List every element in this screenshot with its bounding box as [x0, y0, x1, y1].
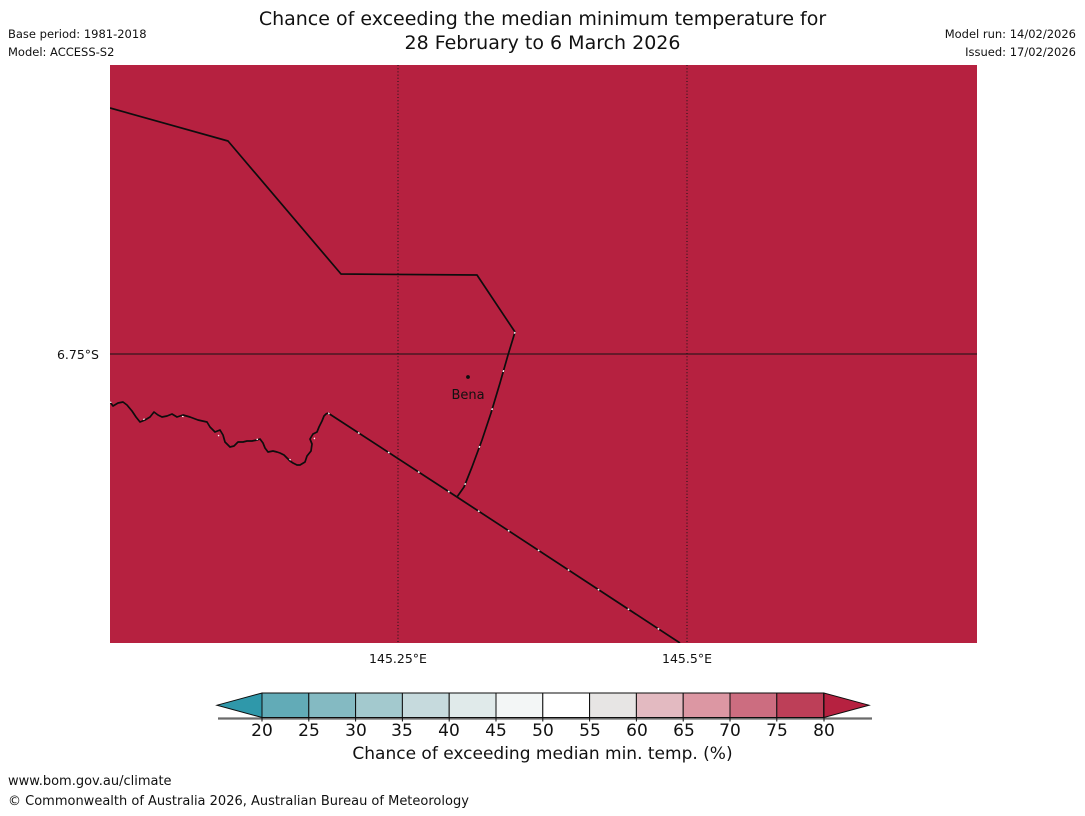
- colorbar-title: Chance of exceeding median min. temp. (%…: [352, 744, 733, 764]
- model-text: Model: ACCESS-S2: [8, 45, 115, 59]
- colorbar-tick-label: 30: [345, 721, 367, 741]
- footer-copyright: © Commonwealth of Australia 2026, Austra…: [8, 794, 469, 809]
- colorbar-tick-label: 55: [579, 721, 601, 741]
- model-run-text: Model run: 14/02/2026: [944, 27, 1076, 41]
- colorbar-segments: [261, 692, 825, 718]
- footer-url: www.bom.gov.au/climate: [8, 774, 172, 789]
- colorbar-tick-label: 35: [391, 721, 413, 741]
- river-line-dashes: [110, 401, 329, 466]
- boundary-line-north: [110, 107, 516, 333]
- colorbar-tick-label: 45: [485, 721, 507, 741]
- colorbar-segment: [682, 692, 731, 718]
- colorbar-tick-label: 60: [626, 721, 648, 741]
- probability-map: Bena: [110, 65, 977, 643]
- colorbar-tick-label: 75: [766, 721, 788, 741]
- colorbar-right-arrow: [823, 692, 871, 719]
- colorbar-segment: [401, 692, 450, 718]
- colorbar: [215, 692, 872, 722]
- page-title-line2: 28 February to 6 March 2026: [404, 32, 681, 54]
- lon-axis-label-2: 145.5°E: [662, 651, 712, 666]
- colorbar-tick-label: 65: [673, 721, 695, 741]
- boundary-line-mid-dashes: [456, 331, 516, 498]
- colorbar-segment: [261, 692, 310, 718]
- colorbar-tick-label: 40: [438, 721, 460, 741]
- colorbar-tick-marks: [261, 717, 825, 722]
- colorbar-segment: [308, 692, 357, 718]
- colorbar-segment: [542, 692, 591, 718]
- colorbar-segment: [776, 692, 825, 718]
- lon-axis-label-1: 145.25°E: [369, 651, 427, 666]
- boundary-line-mid: [456, 331, 516, 498]
- colorbar-segment: [635, 692, 684, 718]
- colorbar-left-arrow: [215, 692, 263, 719]
- colorbar-segment: [589, 692, 637, 718]
- map-overlay-graphics: [110, 65, 977, 643]
- river-line: [110, 401, 329, 466]
- base-period-text: Base period: 1981-2018: [8, 27, 147, 41]
- issued-text: Issued: 17/02/2026: [965, 45, 1076, 59]
- town-marker-bena: [466, 375, 470, 379]
- colorbar-segment: [729, 692, 778, 718]
- run-info: Model run: 14/02/2026 Issued: 17/02/2026: [945, 25, 1076, 61]
- lat-axis-label: 6.75°S: [56, 347, 99, 362]
- colorbar-segment: [355, 692, 403, 718]
- boundary-line-diagonal: [327, 412, 681, 643]
- colorbar-segment: [495, 692, 544, 718]
- page-title-line1: Chance of exceeding the median minimum t…: [258, 8, 827, 30]
- page-title: Chance of exceeding the median minimum t…: [0, 7, 1085, 55]
- colorbar-tick-label: 25: [298, 721, 320, 741]
- model-info: Base period: 1981-2018 Model: ACCESS-S2: [8, 25, 147, 61]
- colorbar-tick-label: 20: [251, 721, 273, 741]
- colorbar-tick-label: 70: [719, 721, 741, 741]
- colorbar-tick-label: 80: [813, 721, 835, 741]
- colorbar-segment: [448, 692, 497, 718]
- colorbar-tick-label: 50: [532, 721, 554, 741]
- town-label-bena: Bena: [451, 388, 485, 403]
